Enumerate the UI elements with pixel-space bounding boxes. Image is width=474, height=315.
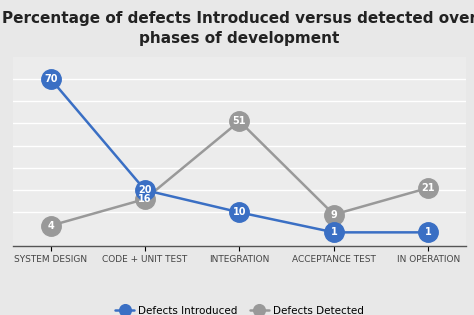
Defects Introduced — [331, 231, 337, 234]
Defects Detected — [426, 186, 431, 190]
Line: Defects Introduced: Defects Introduced — [41, 69, 438, 242]
Line: Defects Detected: Defects Detected — [41, 112, 438, 235]
Defects Introduced — [426, 231, 431, 234]
Text: 4: 4 — [47, 221, 54, 231]
Text: 21: 21 — [421, 183, 435, 193]
Defects Introduced — [142, 188, 148, 192]
Defects Detected — [48, 224, 54, 227]
Text: 10: 10 — [233, 207, 246, 217]
Defects Introduced — [237, 210, 242, 214]
Legend: Defects Introduced, Defects Detected: Defects Introduced, Defects Detected — [111, 301, 368, 315]
Text: 1: 1 — [425, 227, 432, 238]
Title: Percentage of defects Introduced versus detected over
phases of development: Percentage of defects Introduced versus … — [2, 11, 474, 46]
Defects Detected — [331, 213, 337, 216]
Text: 51: 51 — [233, 116, 246, 126]
Text: 9: 9 — [330, 209, 337, 220]
Text: 70: 70 — [44, 74, 57, 84]
Defects Detected — [237, 119, 242, 123]
Text: 16: 16 — [138, 194, 152, 204]
Text: 1: 1 — [330, 227, 337, 238]
Defects Detected — [142, 197, 148, 201]
Defects Introduced — [48, 77, 54, 81]
Text: 20: 20 — [138, 185, 152, 195]
